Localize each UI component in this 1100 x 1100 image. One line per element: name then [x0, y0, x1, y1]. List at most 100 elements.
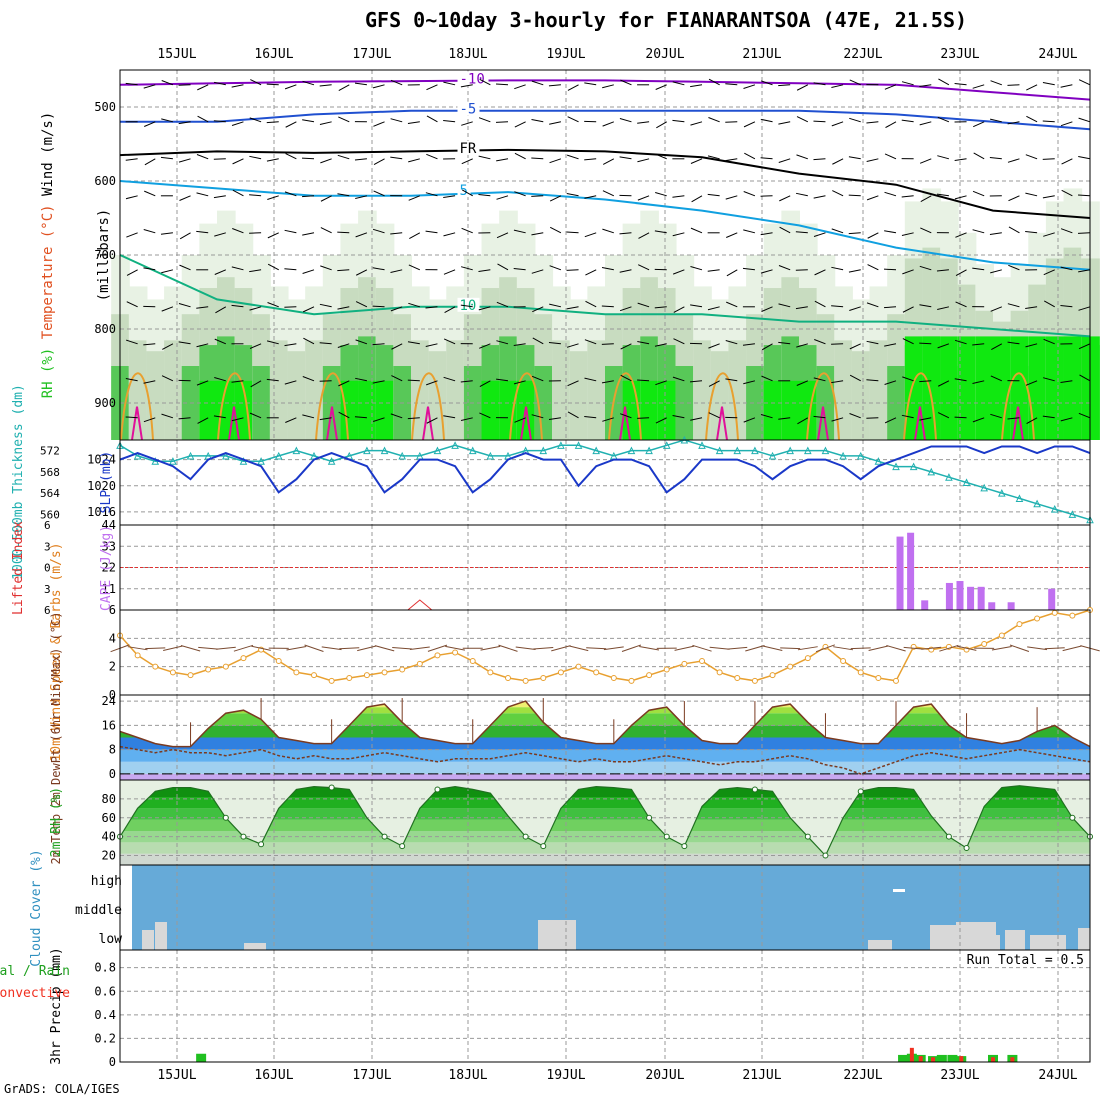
wind-barb — [214, 269, 227, 275]
wind-barb-10m — [251, 645, 271, 651]
axis-label-part: Wind (m/s) — [40, 112, 56, 196]
wind-barb — [1025, 154, 1038, 160]
low-cloud-bar — [930, 925, 960, 950]
wind-barb — [743, 191, 756, 197]
wind-barb — [267, 232, 279, 239]
rh-point — [663, 833, 670, 840]
wind-barb — [601, 343, 614, 345]
wind-barb — [478, 155, 491, 160]
wind-barb — [831, 305, 844, 308]
thickness-point — [539, 446, 548, 455]
wind-barb — [478, 269, 491, 272]
wind-speed-point — [628, 677, 635, 684]
wind-barb — [1061, 189, 1073, 197]
thickness-point — [274, 451, 283, 460]
wind-barb — [461, 266, 473, 271]
wind-barb — [831, 266, 844, 271]
hot-contour — [619, 406, 631, 441]
wind-barb — [302, 232, 315, 236]
wind-barb — [672, 415, 685, 419]
wind-barb — [390, 156, 403, 160]
wind-barb — [444, 306, 456, 314]
wind-barb — [250, 79, 262, 86]
date-tick-label-top: 18JUL — [448, 47, 487, 62]
wind-barb — [461, 189, 473, 197]
thickness-axis-label: 1000-500mb Thickness (dm) — [11, 384, 26, 580]
wind-barb — [637, 195, 650, 201]
wind-barb — [990, 413, 1002, 419]
wind-barb — [955, 301, 967, 308]
rh-point — [751, 786, 758, 793]
thickness-point — [733, 446, 742, 455]
wind-barb — [355, 377, 368, 382]
rh-band-max — [657, 380, 677, 440]
wind-barb — [566, 306, 579, 310]
wind-barb — [990, 80, 1002, 86]
low-cloud-bar — [142, 930, 154, 950]
wind-barb — [125, 378, 138, 382]
wind-barb — [743, 380, 756, 385]
wind-barb — [832, 158, 844, 165]
wind-barb — [708, 412, 720, 419]
wind-barb — [266, 83, 279, 86]
rh-point — [646, 814, 653, 821]
wind-barb — [126, 301, 138, 308]
temp-contour-label: FR — [460, 141, 477, 157]
wind-barb — [372, 343, 385, 346]
wind-barb — [196, 192, 209, 197]
wind-speed-point — [540, 675, 547, 681]
wind-barb — [160, 232, 173, 235]
wind-barb — [919, 342, 932, 345]
wind-barb — [831, 84, 844, 88]
wind-barb — [355, 339, 368, 345]
wind-barb — [337, 343, 350, 348]
wind-speed-point — [522, 677, 529, 684]
rh-shading — [111, 188, 1100, 440]
wind-barb — [408, 158, 420, 163]
wind-barb — [390, 269, 403, 273]
wind-barb — [461, 158, 473, 165]
wind-barb — [196, 380, 209, 386]
wind-barb — [144, 158, 156, 166]
wind-barb — [232, 158, 244, 165]
thickness-point — [1050, 504, 1059, 513]
wind-barb — [249, 155, 262, 160]
wind-barb — [937, 412, 950, 419]
wind-barb — [795, 306, 808, 310]
wind-barb — [1077, 232, 1091, 234]
li-axis-label: Lifted Index — [11, 521, 26, 615]
wind-barbs — [125, 78, 1091, 425]
wind-barb — [249, 194, 262, 197]
wind-barb — [284, 380, 297, 385]
wind-barb-10m — [551, 645, 571, 652]
wind-barb — [1025, 231, 1038, 234]
wind-barb — [354, 82, 367, 86]
wind-barb — [266, 158, 279, 162]
wind-barb — [549, 158, 562, 164]
date-tick-label-bottom: 22JUL — [843, 1068, 882, 1083]
wind-barb — [567, 116, 579, 123]
precip-total-bar — [196, 1053, 207, 1062]
cloud-level-label: high — [91, 874, 122, 889]
wind-barb — [549, 121, 562, 125]
thickness-point — [892, 462, 900, 471]
thickness-point — [821, 446, 830, 455]
rh-point — [258, 841, 265, 848]
wind-barb — [443, 81, 456, 86]
rh-point — [381, 833, 388, 840]
wind-barb-10m — [956, 645, 977, 651]
wind-barb — [267, 302, 279, 308]
wind-barb — [125, 195, 138, 200]
wind-barb-10m — [127, 646, 148, 651]
wind-barb-10m — [921, 646, 942, 650]
warm-contour — [608, 372, 642, 441]
wind-speed-point — [363, 672, 370, 679]
wind-barb — [197, 115, 209, 123]
rh-line — [119, 785, 1091, 857]
precip-tick-label: 0.4 — [94, 1008, 116, 1022]
wind-barb — [1060, 84, 1073, 88]
wind-barb-10m — [427, 644, 448, 652]
wind-speed-point — [804, 655, 811, 662]
warm-contour — [315, 372, 349, 441]
thickness-point — [998, 489, 1006, 497]
